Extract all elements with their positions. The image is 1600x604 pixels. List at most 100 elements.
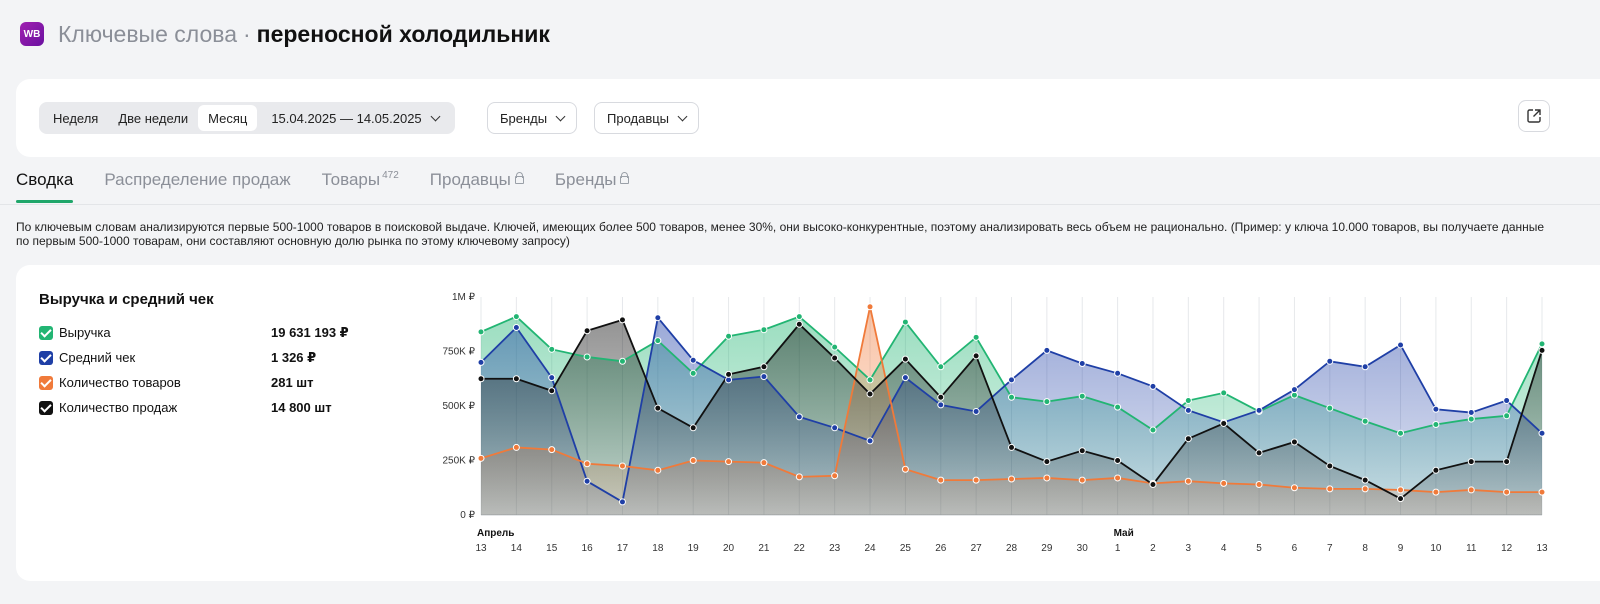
data-point xyxy=(1290,438,1298,446)
data-point xyxy=(1538,488,1546,496)
data-point xyxy=(1361,417,1369,425)
data-point xyxy=(1361,485,1369,493)
data-point xyxy=(1326,404,1334,412)
tab-summary[interactable]: Сводка xyxy=(16,170,74,203)
checkbox-checked-icon[interactable] xyxy=(39,375,53,390)
page-title-prefix: Ключевые слова xyxy=(58,20,237,47)
legend-item-sales-count[interactable]: Количество продаж 14 800 шт xyxy=(39,395,359,420)
data-point xyxy=(1326,462,1334,470)
x-tick-label: 25 xyxy=(900,543,912,554)
legend-value: 281 шт xyxy=(271,375,314,390)
brands-dropdown[interactable]: Бренды xyxy=(487,102,578,134)
brands-dropdown-label: Бренды xyxy=(500,110,548,126)
legend-item-product-count[interactable]: Количество товаров 281 шт xyxy=(39,370,359,395)
checkbox-checked-icon[interactable] xyxy=(39,325,53,340)
data-point xyxy=(831,472,839,480)
data-point xyxy=(1078,476,1086,484)
x-tick-label: 7 xyxy=(1327,543,1333,554)
data-point xyxy=(1078,392,1086,400)
x-tick-label: 18 xyxy=(652,543,664,554)
data-point xyxy=(512,375,520,383)
data-point xyxy=(1043,398,1051,406)
date-range-picker[interactable]: 15.04.2025 — 14.05.2025 xyxy=(257,111,450,126)
data-point xyxy=(937,363,945,371)
period-two-weeks-button[interactable]: Две недели xyxy=(118,110,189,126)
data-point xyxy=(618,498,626,506)
tab-brands-label: Бренды xyxy=(554,170,617,189)
data-point xyxy=(760,363,768,371)
data-point xyxy=(725,458,733,466)
data-point xyxy=(1290,386,1298,394)
x-tick-label: 10 xyxy=(1430,543,1442,554)
data-point xyxy=(1503,458,1511,466)
data-point xyxy=(760,326,768,334)
x-tick-label: 3 xyxy=(1186,543,1192,554)
data-point xyxy=(477,358,485,366)
data-point xyxy=(512,313,520,321)
data-point xyxy=(937,393,945,401)
data-point xyxy=(972,476,980,484)
checkbox-checked-icon[interactable] xyxy=(39,400,53,415)
data-point xyxy=(548,446,556,454)
data-point xyxy=(583,477,591,485)
tab-summary-label: Сводка xyxy=(16,170,74,189)
period-month-button[interactable]: Месяц xyxy=(198,105,258,131)
checkbox-checked-icon[interactable] xyxy=(39,350,53,365)
x-tick-label: 13 xyxy=(475,543,487,554)
chart-title: Выручка и средний чек xyxy=(39,291,214,308)
data-point xyxy=(689,356,697,364)
data-point xyxy=(1008,475,1015,483)
legend-item-average-check[interactable]: Средний чек 1 326 ₽ xyxy=(39,345,359,370)
data-point xyxy=(1503,397,1511,405)
tabs-divider xyxy=(0,204,1600,205)
x-tick-label: 19 xyxy=(688,543,700,554)
legend-value: 1 326 ₽ xyxy=(271,349,317,365)
x-tick-label: 23 xyxy=(829,543,841,554)
page-header: WB Ключевые слова · переносной холодильн… xyxy=(20,20,550,48)
products-count-badge: 472 xyxy=(382,170,399,182)
period-week-button[interactable]: Неделя xyxy=(53,110,99,126)
data-point xyxy=(1184,435,1192,443)
data-point xyxy=(760,459,768,467)
data-point xyxy=(1008,443,1015,451)
data-point xyxy=(937,401,945,409)
export-icon xyxy=(1527,109,1541,123)
data-point xyxy=(1114,369,1122,377)
data-point xyxy=(1043,346,1051,354)
tab-products[interactable]: Товары 472 xyxy=(322,170,399,200)
tab-sales-distribution[interactable]: Распределение продаж xyxy=(104,170,290,200)
tab-brands[interactable]: Бренды xyxy=(555,170,630,200)
data-point xyxy=(725,370,733,378)
data-point xyxy=(1397,341,1405,349)
data-point xyxy=(901,318,909,326)
data-point xyxy=(901,374,909,382)
data-point xyxy=(795,320,803,328)
data-point xyxy=(512,324,520,332)
legend-label: Количество товаров xyxy=(59,375,181,390)
data-point xyxy=(1326,357,1334,365)
chart-legend: Выручка 19 631 193 ₽ Средний чек 1 326 ₽… xyxy=(39,320,359,420)
data-point xyxy=(1078,447,1086,455)
data-point xyxy=(1397,495,1405,503)
x-tick-label: 1 xyxy=(1115,543,1121,554)
legend-label: Средний чек xyxy=(59,350,136,365)
data-point xyxy=(618,357,626,365)
period-selector: Неделя Две недели Месяц 15.04.2025 — 14.… xyxy=(39,102,455,134)
tab-bar: Сводка Распределение продаж Товары 472 Пр… xyxy=(16,170,660,203)
data-point xyxy=(1255,480,1263,488)
x-tick-label: 9 xyxy=(1398,543,1404,554)
x-tick-label: 27 xyxy=(971,543,983,554)
export-button[interactable] xyxy=(1518,100,1550,132)
x-tick-label: 4 xyxy=(1221,543,1227,554)
legend-label: Количество продаж xyxy=(59,400,178,415)
sellers-dropdown[interactable]: Продавцы xyxy=(594,102,700,134)
data-point xyxy=(689,424,697,432)
tab-sellers[interactable]: Продавцы xyxy=(430,170,524,200)
data-point xyxy=(1432,405,1440,413)
data-point xyxy=(1220,419,1228,427)
month-label: Май xyxy=(1114,528,1134,539)
data-point xyxy=(1149,480,1157,488)
x-tick-label: 24 xyxy=(864,543,876,554)
y-tick-label: 250K ₽ xyxy=(443,456,476,467)
legend-item-revenue[interactable]: Выручка 19 631 193 ₽ xyxy=(39,320,359,345)
